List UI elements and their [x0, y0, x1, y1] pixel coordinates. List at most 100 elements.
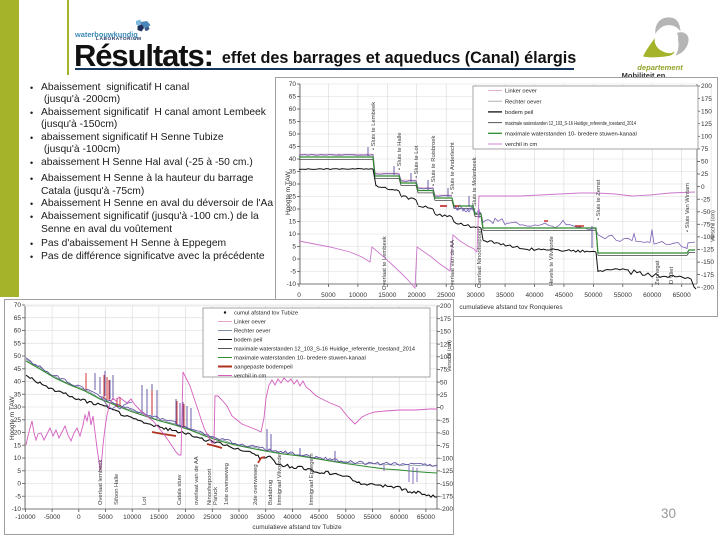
- svg-text:Paruck: Paruck: [213, 487, 219, 505]
- svg-text:20000: 20000: [408, 292, 426, 299]
- svg-text:-10: -10: [287, 281, 297, 288]
- svg-text:Catala stuw: Catala stuw: [177, 474, 183, 505]
- svg-text:25: 25: [289, 194, 297, 201]
- svg-text:-125: -125: [701, 247, 714, 254]
- svg-text:Overlaat Ninoofsepoort: Overlaat Ninoofsepoort: [477, 228, 483, 288]
- svg-text:35000: 35000: [496, 292, 514, 299]
- svg-text:-50: -50: [701, 209, 711, 216]
- svg-text:50: 50: [701, 159, 709, 166]
- svg-text:Verschil (cm): Verschil (cm): [711, 210, 717, 242]
- svg-text:50: 50: [289, 131, 297, 138]
- svg-text:-5000: -5000: [44, 514, 61, 521]
- svg-text:-100: -100: [440, 455, 453, 462]
- svg-text:35: 35: [14, 391, 22, 398]
- svg-text:35: 35: [289, 169, 297, 176]
- svg-text:maximale waterstanden 10- bred: maximale waterstanden 10- bredere stuwen…: [234, 356, 366, 362]
- svg-text:15000: 15000: [378, 292, 396, 299]
- svg-text:0: 0: [77, 514, 81, 521]
- svg-text:5: 5: [292, 244, 296, 251]
- svg-text:175: 175: [440, 316, 451, 323]
- svg-text:-75: -75: [440, 443, 450, 450]
- svg-text:75: 75: [701, 146, 709, 153]
- svg-text:-75: -75: [701, 222, 711, 229]
- svg-text:60000: 60000: [643, 292, 661, 299]
- svg-text:0: 0: [440, 405, 444, 412]
- svg-text:-100: -100: [701, 234, 714, 241]
- svg-text:65: 65: [289, 94, 297, 101]
- svg-text:limnigraaf Eppegem: limnigraaf Eppegem: [309, 453, 315, 505]
- svg-text:Budabrug: Budabrug: [268, 480, 274, 505]
- svg-text:cumul afstand tov Tubize: cumul afstand tov Tubize: [234, 311, 298, 317]
- svg-text:maximale waterstanden 12_103_S: maximale waterstanden 12_103_S-16 Huidig…: [505, 121, 637, 127]
- svg-text:25000: 25000: [437, 292, 455, 299]
- svg-text:-25: -25: [701, 196, 711, 203]
- svg-text:-150: -150: [701, 259, 714, 266]
- svg-text:-5: -5: [290, 269, 296, 276]
- svg-text:175: 175: [701, 96, 712, 103]
- svg-text:5: 5: [17, 468, 21, 475]
- svg-text:-10000: -10000: [15, 514, 36, 521]
- svg-text:0: 0: [701, 184, 705, 191]
- svg-text:• Sluis te Molenbeek: • Sluis te Molenbeek: [472, 157, 478, 210]
- svg-text:15: 15: [14, 442, 22, 449]
- svg-text:Linker oever: Linker oever: [505, 89, 537, 95]
- svg-text:-175: -175: [701, 272, 714, 279]
- svg-text:40000: 40000: [283, 514, 301, 521]
- svg-text:25: 25: [440, 392, 448, 399]
- svg-text:Overlaat van de AA: Overlaat van de AA: [450, 240, 456, 290]
- svg-text:25: 25: [14, 417, 22, 424]
- svg-text:50000: 50000: [584, 292, 602, 299]
- svg-text:60: 60: [14, 328, 22, 335]
- svg-text:20: 20: [289, 206, 297, 213]
- svg-text:200: 200: [701, 83, 712, 90]
- svg-text:-125: -125: [440, 468, 453, 475]
- svg-text:Sifoon Halle: Sifoon Halle: [114, 474, 120, 505]
- svg-text:0: 0: [17, 481, 21, 488]
- svg-text:150: 150: [440, 329, 451, 336]
- svg-text:35000: 35000: [257, 514, 275, 521]
- svg-text:70: 70: [289, 81, 297, 88]
- svg-text:2de overweweg: 2de overweweg: [253, 464, 259, 505]
- svg-text:15000: 15000: [150, 514, 168, 521]
- svg-text:70: 70: [14, 302, 22, 309]
- svg-text:Verschil (cm): Verschil (cm): [447, 340, 453, 372]
- svg-text:30: 30: [14, 404, 22, 411]
- svg-text:• Sluis te Halle: • Sluis te Halle: [397, 133, 403, 170]
- svg-text:65: 65: [14, 315, 22, 322]
- svg-text:125: 125: [440, 341, 451, 348]
- svg-text:30: 30: [289, 181, 297, 188]
- svg-text:-150: -150: [440, 481, 453, 488]
- svg-text:10: 10: [14, 455, 22, 462]
- svg-text:150: 150: [701, 108, 712, 115]
- svg-text:55000: 55000: [614, 292, 632, 299]
- svg-text:65000: 65000: [673, 292, 691, 299]
- svg-text:• Sluis Van Wintam: • Sluis Van Wintam: [685, 183, 691, 232]
- svg-text:30000: 30000: [230, 514, 248, 521]
- svg-text:0: 0: [297, 292, 301, 299]
- svg-text:40: 40: [14, 379, 22, 386]
- svg-text:maximale waterstanden 10- bred: maximale waterstanden 10- bredere stuwen…: [505, 132, 637, 138]
- svg-text:Overlaat te Lembeek: Overlaat te Lembeek: [382, 236, 388, 290]
- svg-text:60: 60: [289, 106, 297, 113]
- svg-text:125: 125: [701, 121, 712, 128]
- svg-text:45000: 45000: [310, 514, 328, 521]
- svg-text:-175: -175: [440, 494, 453, 501]
- svg-text:Ninoofsepoort: Ninoofsepoort: [207, 469, 213, 505]
- svg-text:Rechter oever: Rechter oever: [505, 99, 541, 105]
- svg-text:1ste overweweg: 1ste overweweg: [224, 463, 230, 505]
- svg-text:20000: 20000: [177, 514, 195, 521]
- svg-text:20: 20: [14, 430, 22, 437]
- svg-text:Hoogte m TAW: Hoogte m TAW: [285, 171, 292, 215]
- svg-text:50000: 50000: [337, 514, 355, 521]
- svg-text:55: 55: [289, 119, 297, 126]
- svg-text:-5: -5: [15, 493, 21, 500]
- svg-text:D Vliet: D Vliet: [669, 267, 675, 284]
- svg-text:Rechter oever: Rechter oever: [234, 329, 270, 335]
- svg-text:Hevels te Vilvoorde: Hevels te Vilvoorde: [549, 236, 555, 286]
- svg-text:cumulatieve afstand tov Ronqui: cumulatieve afstand tov Ronquieres: [459, 304, 563, 311]
- svg-text:30000: 30000: [467, 292, 485, 299]
- svg-text:5000: 5000: [321, 292, 336, 299]
- svg-text:40: 40: [289, 156, 297, 163]
- svg-text:45: 45: [14, 366, 22, 373]
- svg-text:Lot: Lot: [142, 497, 148, 505]
